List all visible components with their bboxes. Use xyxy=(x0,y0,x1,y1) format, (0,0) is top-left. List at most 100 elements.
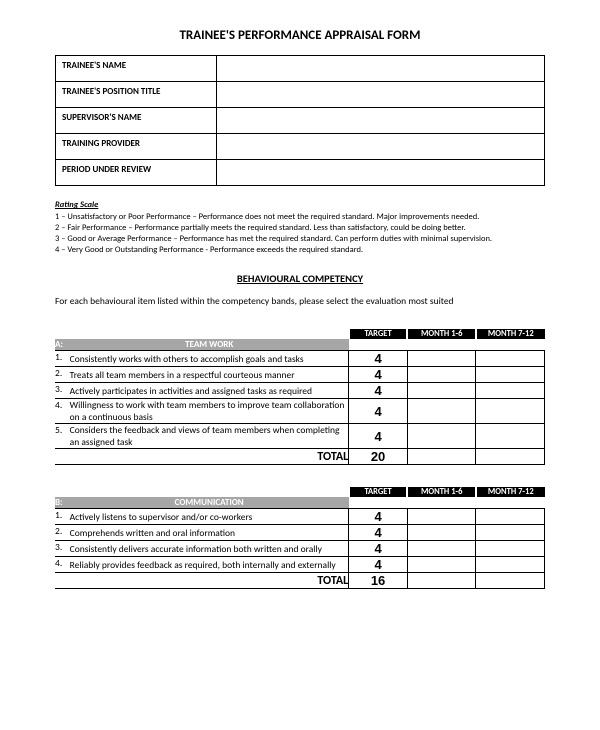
item-target: 4 xyxy=(349,399,408,424)
item-number: 4. xyxy=(55,557,70,573)
competency-table: TARGETMONTH 1-6MONTH 7-12A:TEAM WORK1.Co… xyxy=(55,329,545,465)
item-text: Considers the feedback and views of team… xyxy=(70,424,349,449)
item-month1-input[interactable] xyxy=(407,383,476,399)
info-row: TRAINING PROVIDER xyxy=(56,134,545,160)
competency-item-row: 5.Considers the feedback and views of te… xyxy=(55,424,545,449)
section-blank xyxy=(476,339,545,351)
competency-block: TARGETMONTH 1-6MONTH 7-12A:TEAM WORK1.Co… xyxy=(55,329,545,465)
info-row-label: TRAINEE'S POSITION TITLE xyxy=(56,82,217,108)
competency-name: TEAM WORK xyxy=(70,339,349,351)
info-row: TRAINEE'S POSITION TITLE xyxy=(56,82,545,108)
item-target: 4 xyxy=(349,525,408,541)
total-month2[interactable] xyxy=(476,449,545,465)
item-month2-input[interactable] xyxy=(476,525,545,541)
section-blank xyxy=(476,497,545,509)
rating-scale-heading: Rating Scale xyxy=(55,200,545,211)
item-number: 1. xyxy=(55,351,70,367)
item-number: 5. xyxy=(55,424,70,449)
month2-header: MONTH 7-12 xyxy=(476,487,545,497)
item-month1-input[interactable] xyxy=(407,525,476,541)
rating-scale-line: 4 – Very Good or Outstanding Performance… xyxy=(55,245,545,256)
info-row-label: SUPERVISOR'S NAME xyxy=(56,108,217,134)
item-target: 4 xyxy=(349,351,408,367)
item-month2-input[interactable] xyxy=(476,541,545,557)
item-month1-input[interactable] xyxy=(407,351,476,367)
total-month1[interactable] xyxy=(407,573,476,589)
info-row-value[interactable] xyxy=(217,108,545,134)
section-blank xyxy=(407,497,476,509)
info-row-label: TRAINEE'S NAME xyxy=(56,56,217,82)
target-header: TARGET xyxy=(349,487,408,497)
competency-item-row: 3.Consistently delivers accurate informa… xyxy=(55,541,545,557)
item-month2-input[interactable] xyxy=(476,509,545,525)
target-header: TARGET xyxy=(349,329,408,339)
item-target: 4 xyxy=(349,541,408,557)
item-text: Reliably provides feedback as required, … xyxy=(70,557,349,573)
item-month2-input[interactable] xyxy=(476,557,545,573)
behavioural-heading: BEHAVIOURAL COMPETENCY xyxy=(55,272,545,285)
total-target: 20 xyxy=(349,449,408,465)
item-month2-input[interactable] xyxy=(476,367,545,383)
month2-header: MONTH 7-12 xyxy=(476,329,545,339)
info-row: SUPERVISOR'S NAME xyxy=(56,108,545,134)
month1-header: MONTH 1-6 xyxy=(407,487,476,497)
page-title: TRAINEE'S PERFORMANCE APPRAISAL FORM xyxy=(55,28,545,43)
item-text: Actively participates in activities and … xyxy=(70,383,349,399)
item-number: 3. xyxy=(55,383,70,399)
total-month2[interactable] xyxy=(476,573,545,589)
info-row-value[interactable] xyxy=(217,56,545,82)
info-row: PERIOD UNDER REVIEW xyxy=(56,160,545,186)
rating-scale-line: 1 – Unsatisfactory or Poor Performance –… xyxy=(55,212,545,223)
item-target: 4 xyxy=(349,424,408,449)
competency-item-row: 1.Consistently works with others to acco… xyxy=(55,351,545,367)
rating-scale-section: Rating Scale 1 – Unsatisfactory or Poor … xyxy=(55,200,545,256)
item-text: Consistently works with others to accomp… xyxy=(70,351,349,367)
header-spacer xyxy=(55,329,349,339)
month1-header: MONTH 1-6 xyxy=(407,329,476,339)
item-text: Treats all team members in a respectful … xyxy=(70,367,349,383)
competency-name: COMMUNICATION xyxy=(70,497,349,509)
competency-item-row: 2.Comprehends written and oral informati… xyxy=(55,525,545,541)
item-target: 4 xyxy=(349,383,408,399)
item-text: Consistently delivers accurate informati… xyxy=(70,541,349,557)
item-number: 3. xyxy=(55,541,70,557)
item-text: Comprehends written and oral information xyxy=(70,525,349,541)
competency-item-row: 4.Willingness to work with team members … xyxy=(55,399,545,424)
item-month2-input[interactable] xyxy=(476,399,545,424)
item-month2-input[interactable] xyxy=(476,383,545,399)
info-row-label: PERIOD UNDER REVIEW xyxy=(56,160,217,186)
competency-table: TARGETMONTH 1-6MONTH 7-12B:COMMUNICATION… xyxy=(55,487,545,589)
item-number: 4. xyxy=(55,399,70,424)
info-row-label: TRAINING PROVIDER xyxy=(56,134,217,160)
competency-item-row: 1.Actively listens to supervisor and/or … xyxy=(55,509,545,525)
item-number: 2. xyxy=(55,367,70,383)
total-label: TOTAL xyxy=(70,573,349,589)
competency-item-row: 3.Actively participates in activities an… xyxy=(55,383,545,399)
item-month1-input[interactable] xyxy=(407,424,476,449)
total-month1[interactable] xyxy=(407,449,476,465)
item-month1-input[interactable] xyxy=(407,509,476,525)
competency-letter: A: xyxy=(55,339,70,351)
item-month2-input[interactable] xyxy=(476,424,545,449)
info-row-value[interactable] xyxy=(217,160,545,186)
item-month1-input[interactable] xyxy=(407,557,476,573)
page: TRAINEE'S PERFORMANCE APPRAISAL FORM TRA… xyxy=(0,0,600,631)
competency-item-row: 4.Reliably provides feedback as required… xyxy=(55,557,545,573)
info-row-value[interactable] xyxy=(217,82,545,108)
item-number: 1. xyxy=(55,509,70,525)
info-row-value[interactable] xyxy=(217,134,545,160)
item-month1-input[interactable] xyxy=(407,541,476,557)
intro-text: For each behavioural item listed within … xyxy=(55,295,545,307)
section-blank xyxy=(349,497,408,509)
total-target: 16 xyxy=(349,573,408,589)
item-month2-input[interactable] xyxy=(476,351,545,367)
competency-item-row: 2.Treats all team members in a respectfu… xyxy=(55,367,545,383)
rating-scale-line: 2 – Fair Performance – Performance parti… xyxy=(55,223,545,234)
item-target: 4 xyxy=(349,367,408,383)
item-month1-input[interactable] xyxy=(407,399,476,424)
item-month1-input[interactable] xyxy=(407,367,476,383)
header-spacer xyxy=(55,487,349,497)
item-target: 4 xyxy=(349,557,408,573)
section-blank xyxy=(407,339,476,351)
info-table: TRAINEE'S NAMETRAINEE'S POSITION TITLESU… xyxy=(55,55,545,186)
